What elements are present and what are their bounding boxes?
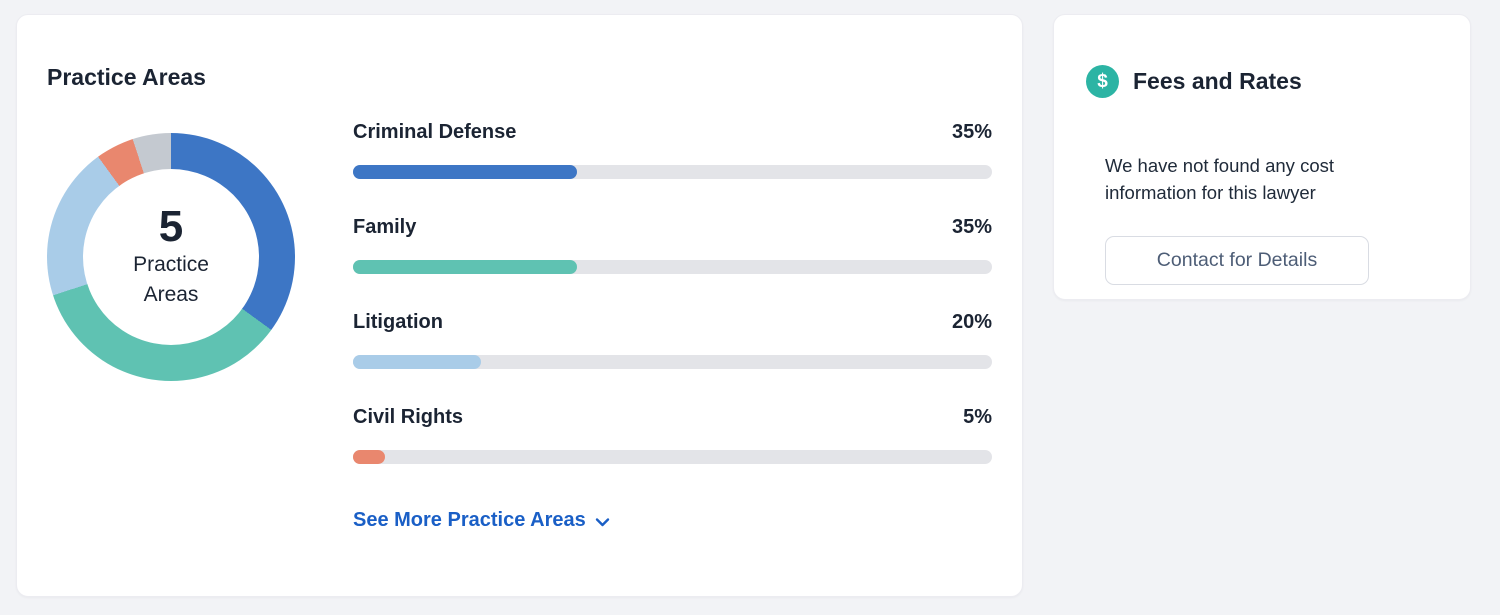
- practice-area-row: Litigation 20%: [353, 311, 992, 370]
- progress-fill: [353, 450, 385, 465]
- donut-chart: 5 Practice Areas: [47, 133, 295, 382]
- practice-area-percent: 5%: [963, 406, 992, 429]
- contact-for-details-button[interactable]: Contact for Details: [1105, 236, 1369, 286]
- practice-area-row: Family 35%: [353, 216, 992, 275]
- progress-track: [353, 450, 992, 465]
- practice-areas-content: 5 Practice Areas Criminal Defense 35%: [47, 119, 992, 532]
- chevron-down-icon: [595, 517, 609, 526]
- progress-fill: [353, 260, 577, 275]
- donut-center-label-line2: Areas: [143, 283, 199, 307]
- practice-area-label: Criminal Defense: [353, 121, 517, 144]
- practice-areas-card: Practice Areas 5 Practice Areas Criminal…: [16, 14, 1023, 597]
- practice-area-label: Family: [353, 216, 417, 239]
- donut-center: 5 Practice Areas: [83, 169, 259, 346]
- progress-track: [353, 355, 992, 370]
- fees-message: We have not found any cost information f…: [1105, 155, 1335, 204]
- donut-center-value: 5: [158, 202, 184, 252]
- progress-fill: [353, 165, 577, 180]
- contact-for-details-label: Contact for Details: [1156, 249, 1318, 272]
- practice-area-label: Litigation: [353, 311, 443, 334]
- fees-and-rates-title: Fees and Rates: [1133, 68, 1302, 95]
- donut-chart-wrap: 5 Practice Areas: [47, 119, 295, 532]
- practice-area-list: Criminal Defense 35% Family 35%: [353, 119, 992, 532]
- dollar-icon: $: [1086, 65, 1119, 99]
- fees-and-rates-card: $ Fees and Rates We have not found any c…: [1053, 14, 1471, 300]
- practice-area-row: Criminal Defense 35%: [353, 121, 992, 180]
- practice-area-percent: 35%: [951, 216, 992, 239]
- practice-area-row: Civil Rights 5%: [353, 406, 992, 465]
- progress-fill: [353, 355, 481, 370]
- practice-area-label: Civil Rights: [353, 406, 464, 429]
- fees-header: $ Fees and Rates: [1086, 49, 1438, 114]
- practice-areas-title: Practice Areas: [47, 64, 206, 91]
- practice-area-percent: 20%: [951, 311, 992, 334]
- see-more-label: See More Practice Areas: [353, 509, 586, 532]
- progress-track: [353, 260, 992, 275]
- donut-center-label-line1: Practice: [133, 253, 209, 277]
- progress-track: [353, 165, 992, 180]
- practice-area-percent: 35%: [951, 121, 992, 144]
- see-more-practice-areas-link[interactable]: See More Practice Areas: [353, 509, 610, 532]
